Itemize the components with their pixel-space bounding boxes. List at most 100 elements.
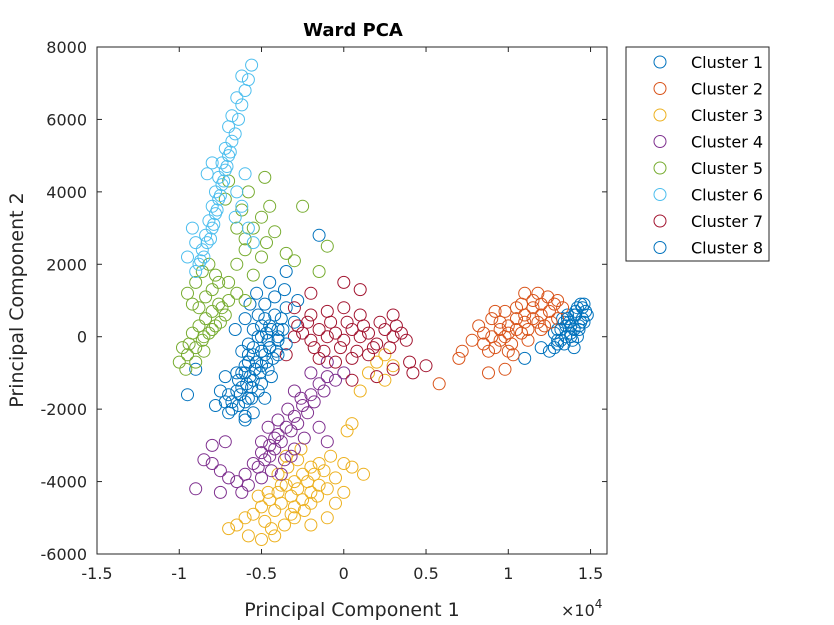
cluster-5-point xyxy=(246,221,260,235)
cluster-5-point xyxy=(176,341,189,355)
cluster-2-point xyxy=(526,294,540,307)
cluster-4-point xyxy=(287,409,301,423)
cluster-7-point xyxy=(329,355,342,369)
cluster-1-point xyxy=(238,409,252,423)
cluster-5-point xyxy=(212,275,226,289)
cluster-3-point xyxy=(320,511,334,525)
cluster-6-point xyxy=(199,228,213,242)
cluster-1-point xyxy=(258,348,272,362)
cluster-3-point xyxy=(386,359,400,373)
legend-marker xyxy=(653,188,667,201)
cluster-5-point xyxy=(195,265,209,278)
cluster-2-point xyxy=(498,330,512,344)
cluster-8-point xyxy=(569,304,583,318)
cluster-2-point xyxy=(542,304,556,318)
cluster-1-point xyxy=(279,301,293,315)
cluster-6-point xyxy=(197,250,211,264)
cluster-6-point xyxy=(189,236,203,250)
cluster-4-point xyxy=(304,366,318,380)
cluster-4-point xyxy=(205,457,219,470)
cluster-4-point xyxy=(255,446,268,460)
cluster-3-point xyxy=(304,518,318,532)
cluster-2-point xyxy=(452,351,466,365)
cluster-6-point xyxy=(228,210,242,224)
cluster-2-point xyxy=(455,344,469,358)
cluster-3-point xyxy=(255,533,268,546)
cluster-6-point xyxy=(235,69,249,83)
cluster-6-point xyxy=(185,221,199,235)
cluster-2-point xyxy=(432,377,446,391)
cluster-5-point xyxy=(209,319,222,333)
cluster-3-point xyxy=(284,507,298,521)
cluster-8-point xyxy=(241,391,255,405)
cluster-3-point xyxy=(274,496,288,510)
cluster-4-point xyxy=(235,485,249,499)
cluster-3-point xyxy=(370,355,384,369)
cluster-4-point xyxy=(320,435,334,449)
cluster-3-point xyxy=(287,475,301,489)
cluster-3-point xyxy=(261,485,275,499)
cluster-2-point xyxy=(493,315,507,329)
cluster-1-point xyxy=(235,344,249,358)
cluster-7-point xyxy=(337,275,351,289)
cluster-5-point xyxy=(185,297,199,311)
cluster-1-point xyxy=(534,341,548,355)
cluster-7-point xyxy=(279,348,293,362)
x-tick-label: 0.5 xyxy=(413,564,438,583)
cluster-6-point xyxy=(235,98,249,112)
cluster-8-point xyxy=(564,326,578,340)
cluster-1-point xyxy=(561,308,574,322)
cluster-7-point xyxy=(334,341,347,355)
cluster-8-point xyxy=(271,348,285,362)
cluster-6-point xyxy=(245,58,259,72)
y-tick-label: -4000 xyxy=(41,473,88,492)
cluster-3-point xyxy=(296,493,310,507)
legend-marker xyxy=(653,241,667,254)
cluster-2-point xyxy=(518,286,532,300)
cluster-3-point xyxy=(337,457,351,470)
cluster-8-point xyxy=(258,312,272,326)
cluster-6-point xyxy=(205,199,219,213)
cluster-7-point xyxy=(370,370,384,384)
cluster-5-point xyxy=(222,275,236,289)
cluster-3-point xyxy=(251,489,265,503)
cluster-5-point xyxy=(320,239,334,253)
cluster-7-point xyxy=(353,283,367,297)
cluster-2-point xyxy=(493,323,507,336)
cluster-2-point xyxy=(506,348,520,362)
cluster-5-point xyxy=(215,301,229,315)
cluster-5-point xyxy=(202,326,216,340)
cluster-2-point xyxy=(551,294,565,307)
cluster-5-point xyxy=(255,250,268,264)
legend-marker xyxy=(653,161,667,175)
cluster-1-point xyxy=(258,297,272,311)
legend-marker xyxy=(653,82,667,95)
cluster-8-point xyxy=(255,344,268,358)
cluster-3-point xyxy=(345,460,359,474)
legend-label: Cluster 2 xyxy=(691,80,763,99)
cluster-2-point xyxy=(505,337,519,351)
cluster-7-point xyxy=(386,330,400,344)
cluster-5-point xyxy=(230,257,244,271)
cluster-1-point xyxy=(260,326,273,340)
cluster-1-point xyxy=(246,323,260,336)
cluster-3-point xyxy=(230,518,244,532)
cluster-4-point xyxy=(320,370,334,384)
cluster-5-point xyxy=(238,232,252,246)
cluster-3-point xyxy=(378,348,392,362)
cluster-3-point xyxy=(255,500,268,514)
cluster-7-point xyxy=(362,348,375,362)
cluster-2-point xyxy=(501,344,515,358)
cluster-4-point xyxy=(317,384,331,398)
cluster-6-point xyxy=(225,109,239,123)
cluster-7-point xyxy=(345,351,359,365)
cluster-4-point xyxy=(274,435,288,449)
cluster-5-point xyxy=(258,170,272,184)
cluster-4-point xyxy=(294,391,308,405)
cluster-3-point xyxy=(238,511,252,525)
cluster-1-point xyxy=(238,395,252,409)
cluster-4-point xyxy=(287,384,301,398)
cluster-2-point xyxy=(510,312,523,326)
cluster-8-point xyxy=(241,348,255,362)
cluster-2-point xyxy=(482,366,495,380)
